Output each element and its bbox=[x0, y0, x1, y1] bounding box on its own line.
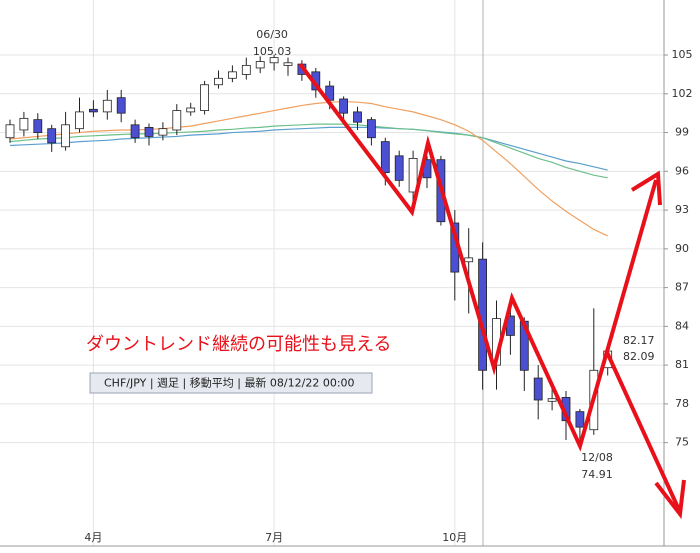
last-close: 82.09 bbox=[623, 350, 655, 363]
candle-body-up bbox=[200, 84, 210, 111]
candle-body-up bbox=[186, 107, 196, 113]
candle-body-down bbox=[353, 111, 362, 123]
candle-body-up bbox=[269, 57, 279, 64]
arrow-head bbox=[654, 479, 686, 520]
annotation-value: 74.91 bbox=[581, 468, 613, 481]
annotation-date: 06/30 bbox=[256, 28, 288, 41]
candle-body-down bbox=[533, 377, 543, 401]
candle-body-down bbox=[47, 128, 57, 144]
y-tick-label: 78 bbox=[675, 397, 689, 410]
y-tick-label: 99 bbox=[675, 126, 689, 139]
candle-body-down bbox=[33, 119, 43, 133]
trend-arrows bbox=[298, 62, 686, 520]
x-tick-label: 10月 bbox=[442, 531, 467, 544]
y-tick-label: 75 bbox=[675, 436, 689, 449]
candle-body-up bbox=[75, 111, 84, 130]
moving-average bbox=[9, 100, 608, 237]
y-tick-label: 105 bbox=[672, 48, 693, 61]
candle-body-up bbox=[61, 124, 70, 148]
y-tick-label: 96 bbox=[675, 164, 689, 177]
candle-body-up bbox=[408, 157, 418, 193]
candle-body-up bbox=[172, 110, 182, 131]
candle-body-up bbox=[227, 71, 237, 79]
annotation-date: 12/08 bbox=[581, 451, 613, 464]
candle-body-up bbox=[102, 99, 112, 113]
candle-body-down bbox=[394, 155, 404, 181]
moving-average bbox=[9, 126, 608, 171]
candle-body-up bbox=[547, 398, 557, 402]
y-tick-label: 81 bbox=[675, 358, 689, 371]
candle-body-down bbox=[339, 98, 349, 114]
candle-body-up bbox=[158, 128, 168, 136]
info-bar bbox=[89, 372, 373, 394]
candle-body-down bbox=[130, 124, 140, 139]
candle-body-up bbox=[19, 117, 29, 131]
candle-body-down bbox=[116, 97, 126, 114]
last-high: 82.17 bbox=[623, 334, 655, 347]
y-tick-label: 84 bbox=[675, 319, 689, 332]
info-bar-text: CHF/JPY | 週足 | 移動平均 | 最新 08/12/22 00:00 bbox=[104, 376, 355, 390]
moving-average bbox=[9, 123, 608, 179]
candle-body-down bbox=[380, 141, 390, 174]
candle-body-down bbox=[575, 411, 585, 428]
candle-body-down bbox=[144, 126, 154, 137]
arrow-head bbox=[630, 170, 662, 206]
candle-body-up bbox=[255, 61, 265, 69]
x-tick-label: 7月 bbox=[265, 531, 283, 544]
candle-body-up bbox=[5, 124, 15, 139]
candle-body-down bbox=[366, 119, 376, 139]
trend-line bbox=[298, 62, 658, 452]
candle-body-up bbox=[214, 77, 223, 86]
y-tick-label: 87 bbox=[675, 281, 689, 294]
candle-body-up bbox=[241, 64, 251, 75]
candle-body-up bbox=[283, 62, 293, 66]
trend-line-down bbox=[604, 349, 682, 513]
comment: ダウントレンド継続の可能性も見える bbox=[86, 334, 391, 355]
x-tick-label: 4月 bbox=[84, 531, 102, 544]
annotation-value: 105.03 bbox=[253, 45, 292, 58]
y-tick-label: 90 bbox=[675, 242, 689, 255]
candle-body-down bbox=[89, 108, 98, 113]
y-tick-label: 102 bbox=[672, 87, 693, 100]
y-tick-label: 93 bbox=[675, 203, 689, 216]
candle-body-up bbox=[464, 257, 474, 263]
